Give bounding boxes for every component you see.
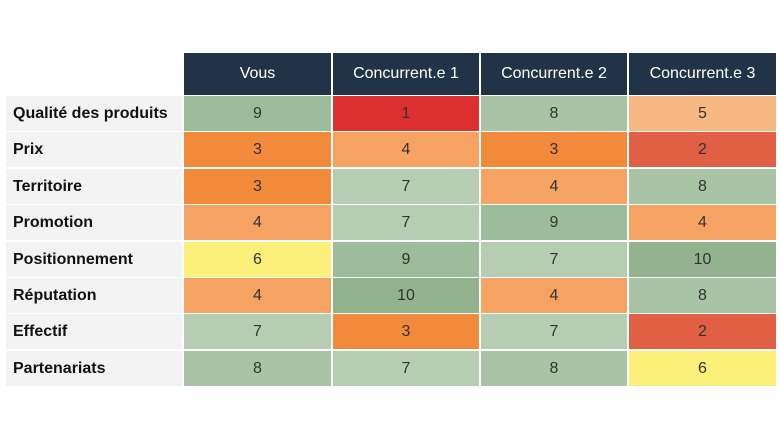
- heatmap-cell: 7: [481, 242, 627, 277]
- heatmap-cell: 4: [629, 205, 776, 240]
- row-label: Partenariats: [6, 351, 182, 386]
- heatmap-cell: 9: [333, 242, 479, 277]
- heatmap-cell: 7: [333, 205, 479, 240]
- heatmap-cell: 8: [481, 96, 627, 131]
- heatmap-cell: 5: [629, 96, 776, 131]
- heatmap-cell: 4: [184, 205, 331, 240]
- heatmap-cell: 3: [184, 132, 331, 167]
- heatmap-cell: 8: [629, 169, 776, 204]
- row-label: Qualité des produits: [6, 96, 182, 131]
- heatmap-cell: 8: [629, 278, 776, 313]
- heatmap-cell: 7: [333, 169, 479, 204]
- heatmap-cell: 8: [184, 351, 331, 386]
- heatmap-cell: 1: [333, 96, 479, 131]
- heatmap-cell: 2: [629, 314, 776, 349]
- heatmap-cell: 7: [481, 314, 627, 349]
- heatmap-cell: 3: [333, 314, 479, 349]
- row-label: Effectif: [6, 314, 182, 349]
- row-label: Promotion: [6, 205, 182, 240]
- heatmap-cell: 7: [184, 314, 331, 349]
- heatmap-cell: 4: [481, 278, 627, 313]
- heatmap-cell: 4: [333, 132, 479, 167]
- heatmap-cell: 7: [333, 351, 479, 386]
- heatmap-cell: 3: [481, 132, 627, 167]
- heatmap-cell: 4: [184, 278, 331, 313]
- heatmap-cell: 6: [629, 351, 776, 386]
- heatmap-cell: 8: [481, 351, 627, 386]
- heatmap-cell: 6: [184, 242, 331, 277]
- heatmap-cell: 3: [184, 169, 331, 204]
- heatmap-cell: 2: [629, 132, 776, 167]
- heatmap-cell: 9: [184, 96, 331, 131]
- column-header: Vous: [184, 53, 331, 95]
- row-label: Réputation: [6, 278, 182, 313]
- heatmap-cell: 10: [629, 242, 776, 277]
- heatmap-cell: 10: [333, 278, 479, 313]
- heatmap-cell: 4: [481, 169, 627, 204]
- column-header: Concurrent.e 1: [333, 53, 479, 95]
- column-header: Concurrent.e 3: [629, 53, 776, 95]
- row-label: Positionnement: [6, 242, 182, 277]
- column-header: Concurrent.e 2: [481, 53, 627, 95]
- row-label: Prix: [6, 132, 182, 167]
- heatmap-cell: 9: [481, 205, 627, 240]
- row-label: Territoire: [6, 169, 182, 204]
